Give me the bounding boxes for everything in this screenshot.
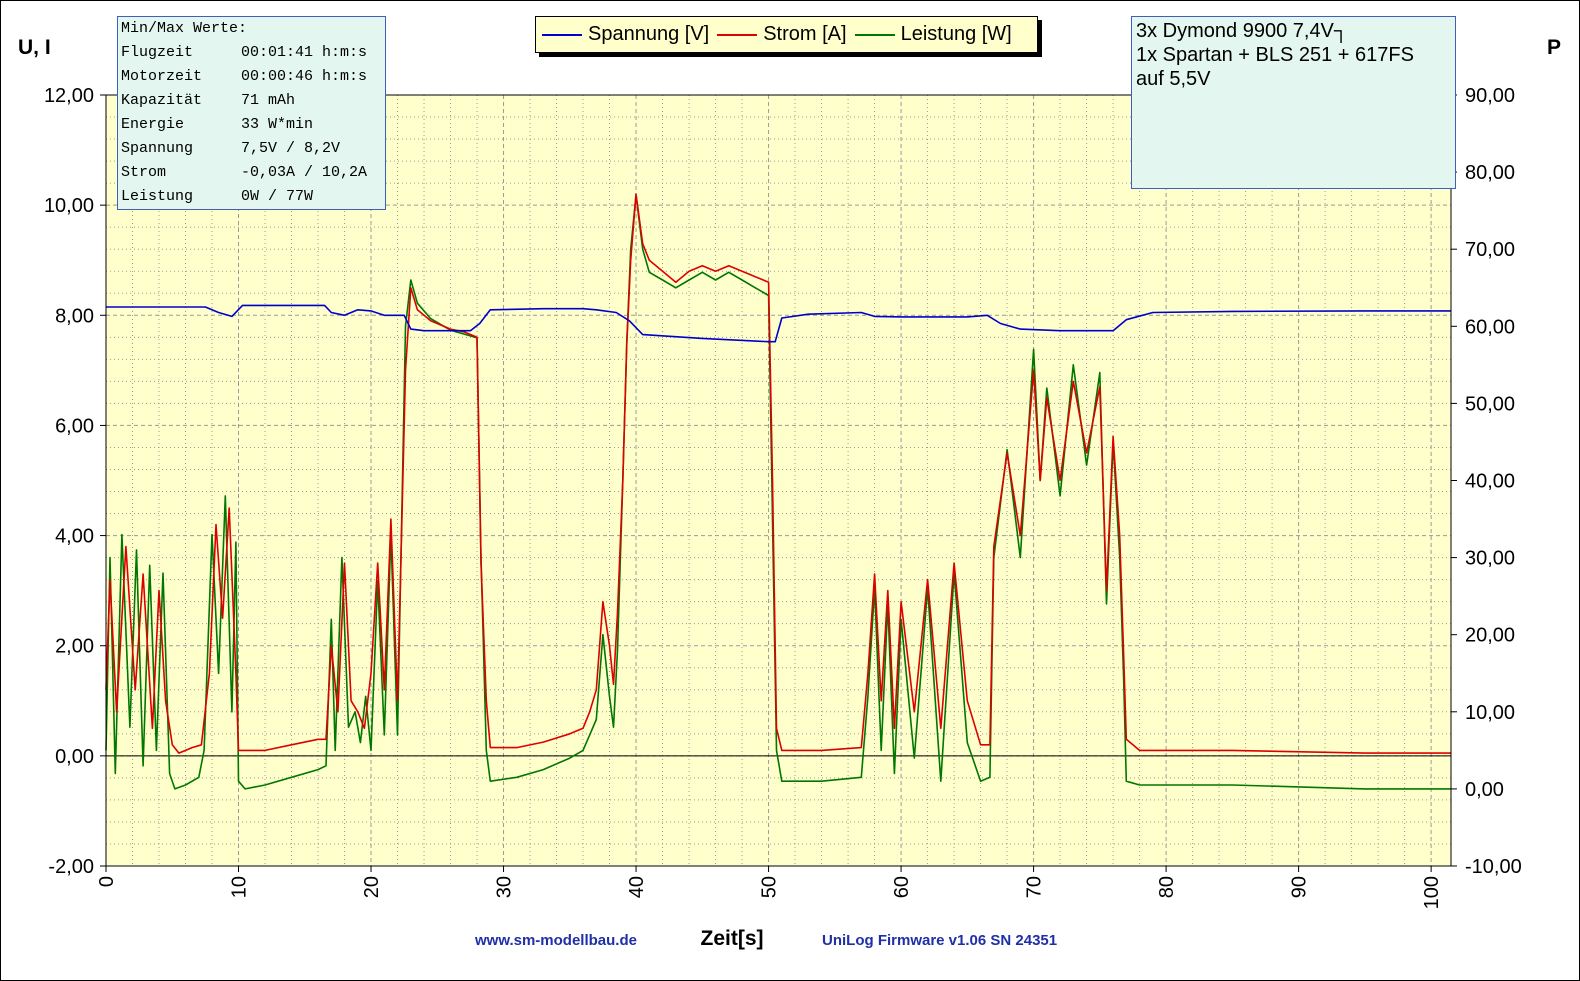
tick-label-x: 50 bbox=[759, 876, 781, 898]
tick-label-x: 30 bbox=[494, 876, 516, 898]
legend-label: Strom [A] bbox=[763, 23, 847, 45]
legend-swatch bbox=[854, 33, 895, 36]
tick-label-x: 40 bbox=[626, 876, 648, 898]
note-line: auf 5,5V bbox=[1136, 68, 1211, 90]
minmax-value: -0,03A / 10,2A bbox=[241, 164, 368, 181]
left-axis-ticks: 12,00 10,00 8,00 6,00 4,00 2,00 0,00 -2,00 bbox=[44, 85, 106, 878]
tick-label-left: 12,00 bbox=[44, 85, 94, 107]
tick-label-right: 20,00 bbox=[1465, 625, 1515, 647]
note-line: 1x Spartan + BLS 251 + 617FS bbox=[1136, 44, 1414, 66]
legend-swatch bbox=[542, 33, 582, 36]
minmax-row: Strom -0,03A / 10,2A bbox=[121, 163, 385, 187]
right-axis-ticks: 90,00 80,00 70,00 60,00 50,00 40,00 30,00 20,00… bbox=[1451, 85, 1522, 878]
legend-swatch bbox=[717, 33, 758, 36]
minmax-value: 7,5V / 8,2V bbox=[241, 140, 341, 157]
tick-label-right: 70,00 bbox=[1465, 239, 1515, 261]
minmax-key: Leistung bbox=[121, 188, 194, 205]
tick-label-left: 8,00 bbox=[55, 305, 94, 327]
tick-label-x: 0 bbox=[96, 876, 118, 887]
tick-label-left: 0,00 bbox=[55, 746, 94, 768]
tick-label-right: 0,00 bbox=[1465, 779, 1504, 801]
legend-item-spannung: Spannung [V] bbox=[542, 23, 709, 46]
chart-legend: Spannung [V] Strom [A] Leistung [W] bbox=[535, 16, 1038, 53]
minmax-title: Min/Max Werte: bbox=[121, 20, 248, 37]
minmax-key: Kapazität bbox=[121, 92, 203, 109]
series-line-spannung bbox=[106, 304, 1451, 343]
legend-item-leistung: Leistung [W] bbox=[854, 23, 1012, 46]
tick-label-right: 10,00 bbox=[1465, 702, 1515, 724]
minmax-row: Energie 33 W*min bbox=[121, 115, 385, 139]
tick-label-right: 40,00 bbox=[1465, 471, 1515, 493]
series-layer bbox=[105, 193, 1451, 790]
tick-label-right: 30,00 bbox=[1465, 548, 1515, 570]
y-axis-left-label: U, I bbox=[18, 36, 51, 59]
tick-label-x: 100 bbox=[1421, 876, 1443, 909]
tick-label-left: 4,00 bbox=[55, 526, 94, 548]
tick-label-x: 70 bbox=[1024, 876, 1046, 898]
firmware-info: UniLog Firmware v1.06 SN 24351 bbox=[822, 932, 1058, 949]
tick-label-left: 2,00 bbox=[55, 636, 94, 658]
minmax-row: Kapazität 71 mAh bbox=[121, 91, 385, 115]
note-line: 3x Dymond 9900 7,4V┐ bbox=[1136, 20, 1349, 42]
setup-note: 3x Dymond 9900 7,4V┐ 1x Spartan + BLS 25… bbox=[1131, 16, 1456, 189]
tick-label-x: 80 bbox=[1156, 876, 1178, 898]
legend-label: Spannung [V] bbox=[588, 23, 710, 45]
minmax-key: Energie bbox=[121, 116, 185, 133]
legend-label: Leistung [W] bbox=[900, 23, 1012, 45]
y-axis-right-label: P bbox=[1547, 36, 1561, 59]
legend-item-strom: Strom [A] bbox=[717, 23, 847, 46]
tick-label-left: 10,00 bbox=[44, 195, 94, 217]
grid-minor bbox=[106, 95, 1451, 866]
minmax-key: Spannung bbox=[121, 140, 194, 157]
tick-label-x: 60 bbox=[891, 876, 913, 898]
minmax-value: 0W / 77W bbox=[241, 188, 314, 205]
minmax-panel: Min/Max Werte: Flugzeit 00:01:41 h:m:s Mo… bbox=[117, 16, 386, 210]
minmax-row: Spannung 7,5V / 8,2V bbox=[121, 139, 385, 163]
minmax-key: Flugzeit bbox=[121, 44, 194, 61]
tick-label-right: 60,00 bbox=[1465, 316, 1515, 338]
minmax-value: 33 W*min bbox=[241, 116, 314, 133]
tick-label-right: -10,00 bbox=[1465, 856, 1522, 878]
x-axis-label: Zeit[s] bbox=[701, 927, 764, 950]
tick-label-x: 20 bbox=[361, 876, 383, 898]
tick-label-right: 90,00 bbox=[1465, 85, 1515, 107]
series-line-strom bbox=[105, 193, 1451, 754]
minmax-value: 71 mAh bbox=[241, 92, 296, 109]
tick-label-right: 80,00 bbox=[1465, 162, 1515, 184]
tick-label-left: 6,00 bbox=[55, 415, 94, 437]
x-axis-ticks: 0 10 20 30 40 50 60 70 80 90 100 bbox=[96, 866, 1443, 909]
minmax-value: 00:01:41 h:m:s bbox=[241, 44, 368, 61]
tick-label-x: 10 bbox=[229, 876, 251, 898]
minmax-row: Motorzeit 00:00:46 h:m:s bbox=[121, 67, 385, 91]
minmax-key: Strom bbox=[121, 164, 167, 181]
tick-label-left: -2,00 bbox=[48, 856, 94, 878]
website-link[interactable]: www.sm-modellbau.de bbox=[475, 932, 637, 949]
tick-label-x: 90 bbox=[1289, 876, 1311, 898]
minmax-key: Motorzeit bbox=[121, 68, 203, 85]
minmax-value: 00:00:46 h:m:s bbox=[241, 68, 368, 85]
minmax-row: Leistung 0W / 77W bbox=[121, 187, 385, 211]
minmax-row: Flugzeit 00:01:41 h:m:s bbox=[121, 43, 385, 67]
tick-label-right: 50,00 bbox=[1465, 393, 1515, 415]
